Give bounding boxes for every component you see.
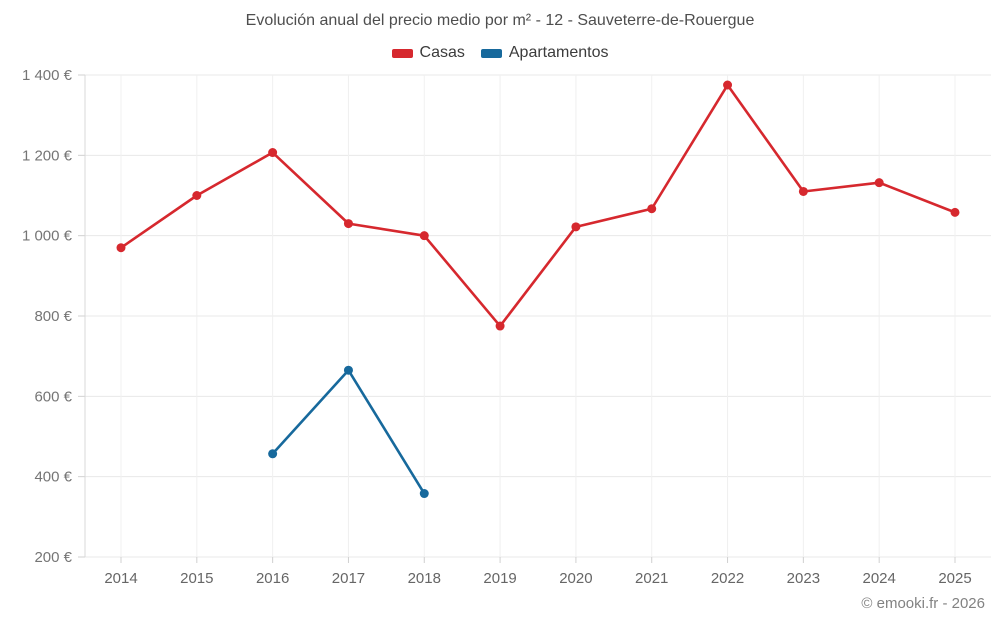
- x-tick-label: 2019: [483, 570, 516, 587]
- y-tick-label: 1 000 €: [22, 228, 73, 245]
- data-point-casas[interactable]: [950, 207, 960, 217]
- y-tick-label: 1 200 €: [22, 147, 73, 164]
- data-point-casas[interactable]: [798, 186, 808, 196]
- data-point-casas[interactable]: [343, 219, 353, 229]
- x-tick-label: 2016: [256, 570, 289, 587]
- data-point-casas[interactable]: [268, 148, 278, 158]
- y-tick-label: 400 €: [34, 469, 72, 486]
- x-tick-label: 2023: [787, 570, 820, 587]
- series-line-casas: [119, 83, 957, 328]
- data-point-casas[interactable]: [419, 231, 429, 241]
- legend-label-casas: Casas: [419, 44, 465, 61]
- legend-item-apartamentos[interactable]: Apartamentos: [480, 44, 609, 62]
- y-tick-label: 1 400 €: [22, 67, 73, 84]
- casas-series-swatch-icon: [391, 48, 413, 58]
- x-tick-label: 2015: [180, 570, 213, 587]
- data-point-apartamentos[interactable]: [343, 365, 353, 375]
- x-tick-label: 2018: [408, 570, 441, 587]
- data-point-casas[interactable]: [192, 191, 202, 200]
- y-tick-label: 200 €: [34, 549, 72, 566]
- data-point-apartamentos[interactable]: [419, 489, 429, 499]
- data-point-casas[interactable]: [723, 80, 733, 90]
- y-tick-label: 800 €: [34, 308, 72, 325]
- apartamentos-series-swatch-icon: [480, 48, 502, 58]
- data-point-casas[interactable]: [874, 178, 884, 188]
- x-tick-label: 2017: [332, 570, 365, 587]
- legend-item-casas[interactable]: Casas: [391, 44, 465, 62]
- x-tick-label: 2021: [635, 570, 668, 587]
- data-point-apartamentos[interactable]: [268, 449, 278, 459]
- data-point-casas[interactable]: [495, 321, 505, 331]
- chart-title: Evolución anual del precio medio por m² …: [245, 12, 755, 29]
- data-point-casas[interactable]: [116, 243, 126, 253]
- x-tick-label: 2025: [938, 570, 971, 587]
- x-tick-label: 2022: [711, 570, 744, 587]
- copyright-credit: © emooki.fr - 2026: [861, 595, 985, 612]
- chart-legend: Casas Apartamentos: [0, 44, 1000, 62]
- x-tick-label: 2020: [559, 570, 592, 587]
- y-tick-label: 600 €: [34, 388, 72, 405]
- data-point-casas[interactable]: [647, 204, 657, 214]
- legend-label-apartamentos: Apartamentos: [508, 44, 609, 61]
- x-tick-label: 2024: [862, 570, 895, 587]
- data-point-casas[interactable]: [571, 222, 581, 232]
- x-tick-label: 2014: [104, 570, 137, 587]
